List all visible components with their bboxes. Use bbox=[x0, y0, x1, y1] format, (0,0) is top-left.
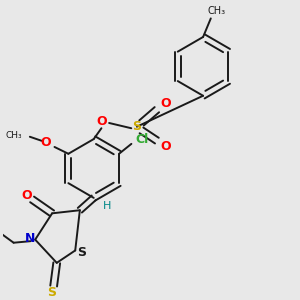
Text: CH₃: CH₃ bbox=[5, 131, 22, 140]
Text: CH₃: CH₃ bbox=[208, 6, 226, 16]
Text: O: O bbox=[21, 189, 32, 202]
Text: O: O bbox=[160, 97, 171, 110]
Text: S: S bbox=[132, 120, 141, 133]
Text: S: S bbox=[48, 286, 57, 299]
Text: O: O bbox=[160, 140, 171, 153]
Text: S: S bbox=[77, 245, 86, 259]
Text: O: O bbox=[40, 136, 51, 148]
Text: O: O bbox=[96, 115, 107, 128]
Text: H: H bbox=[103, 201, 111, 211]
Text: N: N bbox=[24, 232, 35, 244]
Text: Cl: Cl bbox=[136, 133, 149, 146]
